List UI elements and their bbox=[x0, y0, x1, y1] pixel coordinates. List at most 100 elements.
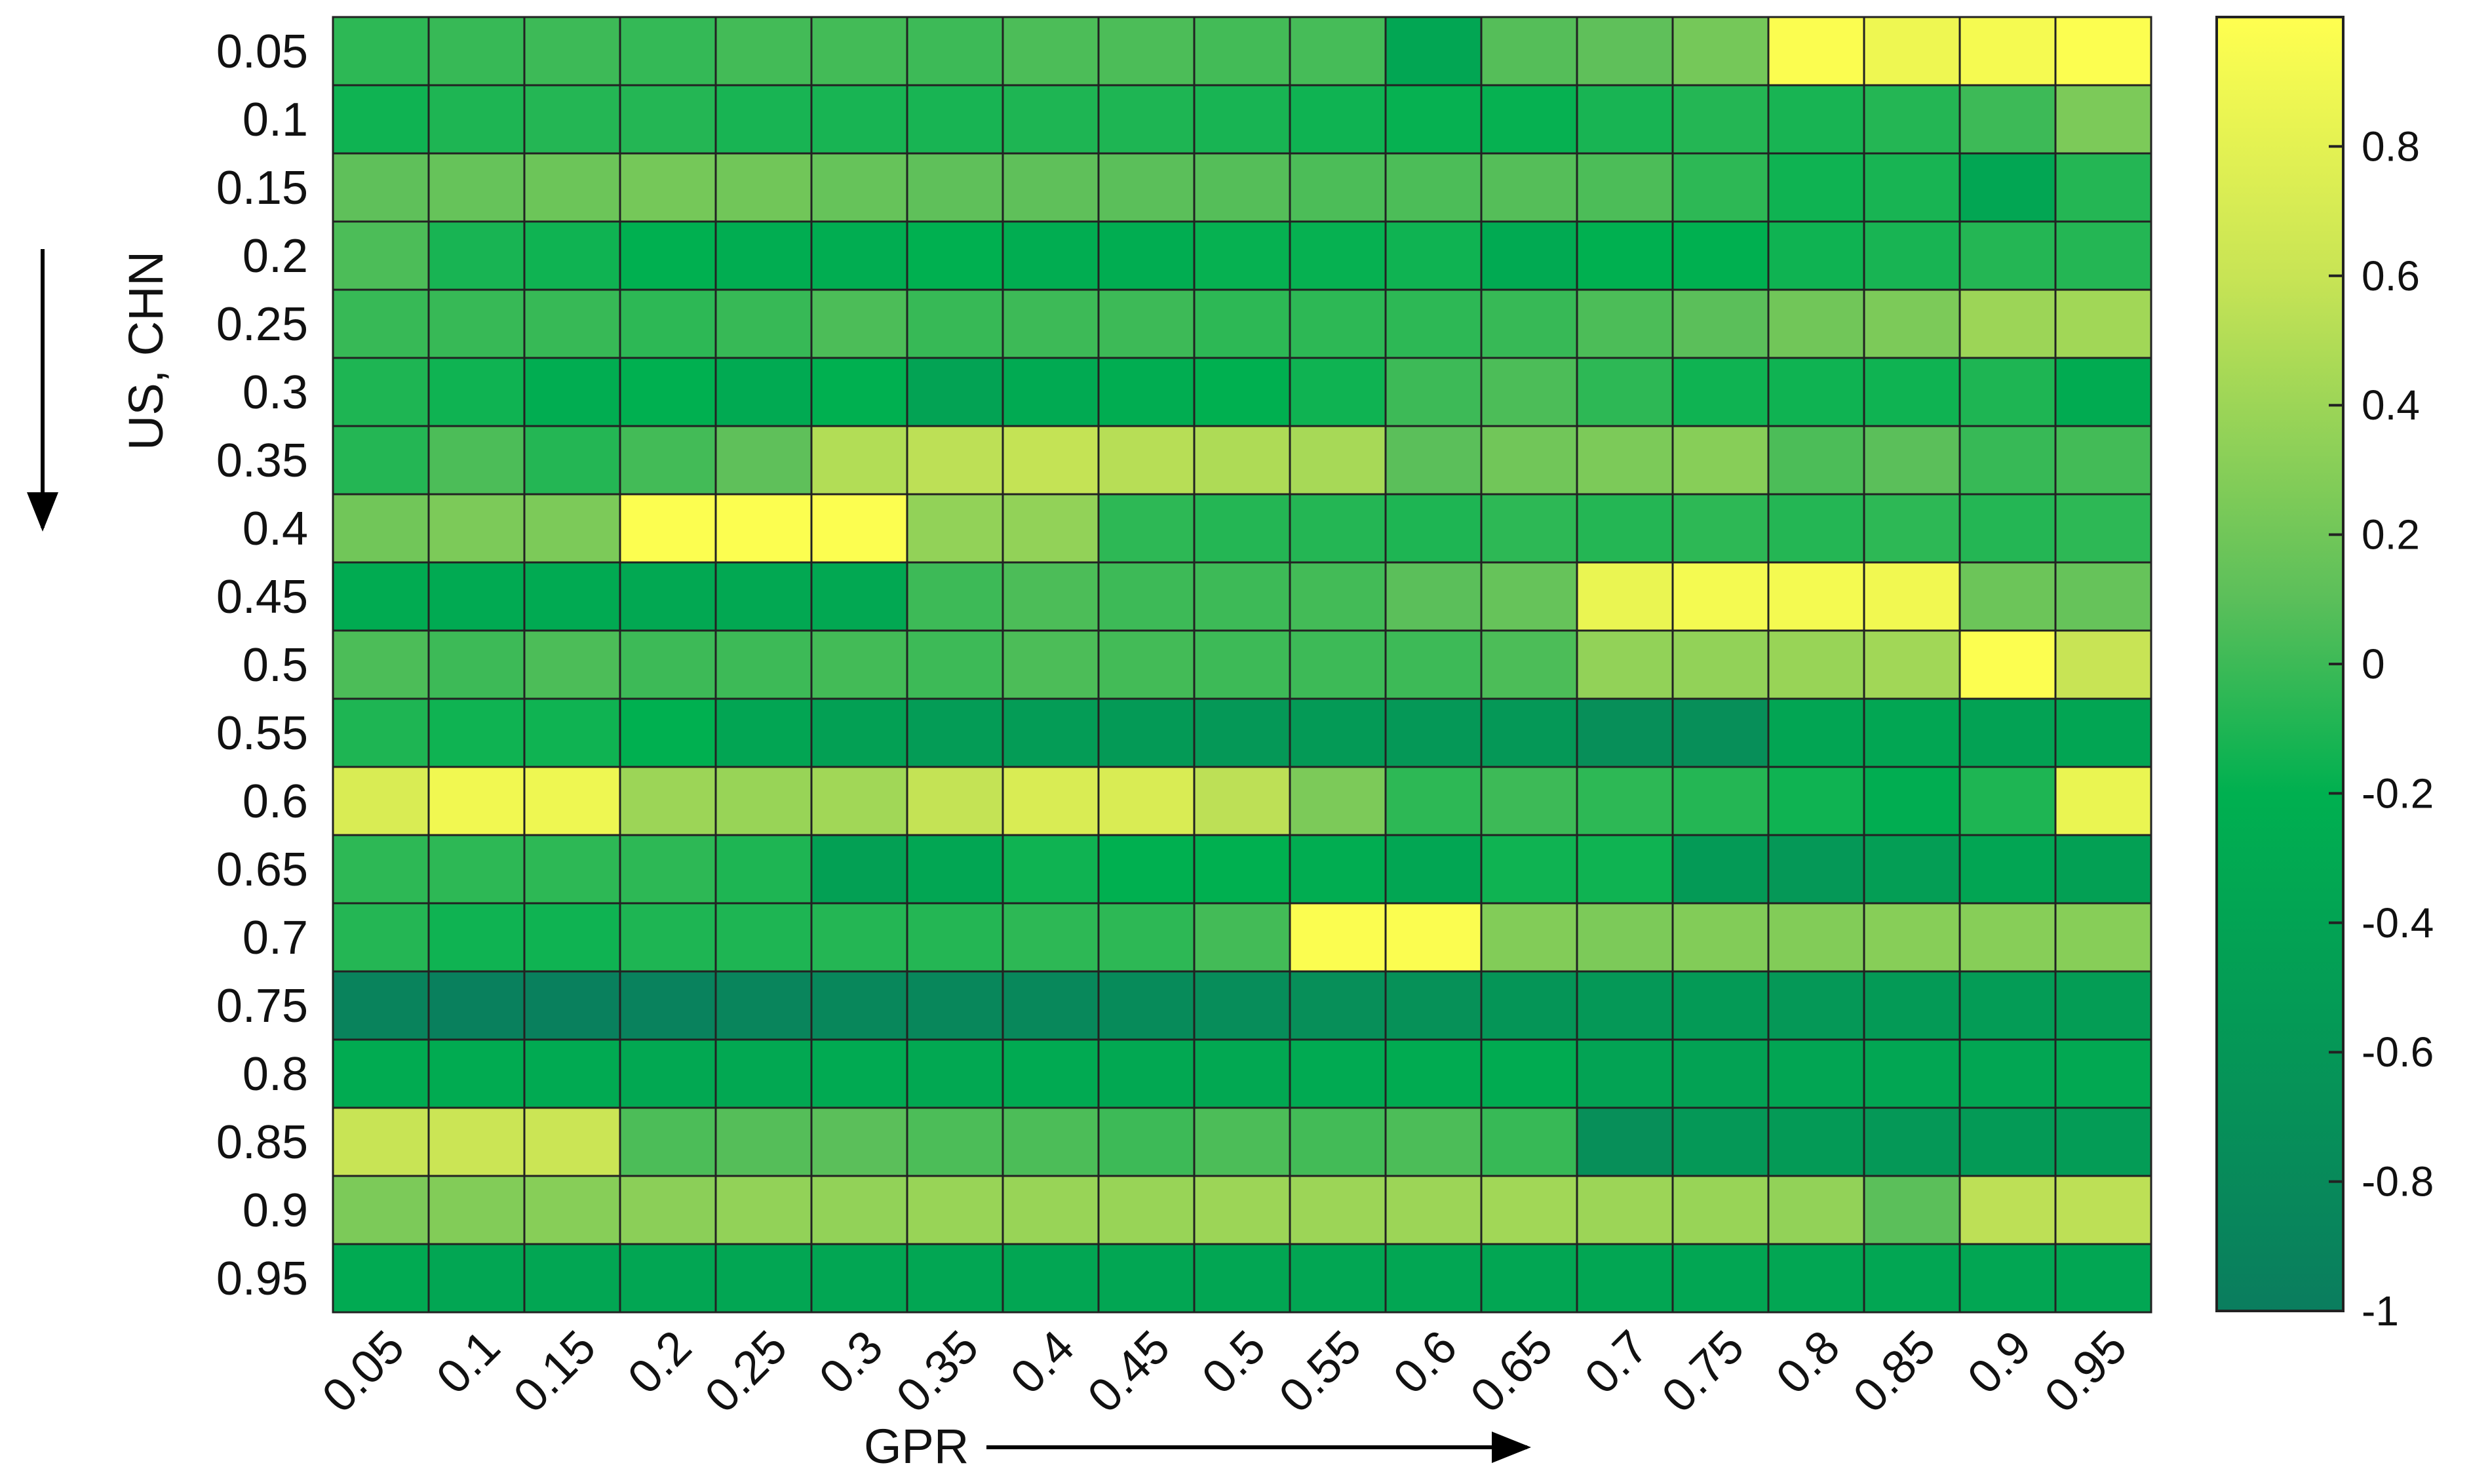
y-tick-label: 0.7 bbox=[243, 912, 308, 964]
heatmap-cell bbox=[1576, 1038, 1674, 1109]
heatmap-cell bbox=[906, 970, 1004, 1041]
heatmap-cell bbox=[1958, 766, 2057, 836]
heatmap-cell bbox=[906, 834, 1004, 905]
heatmap-cell bbox=[1384, 84, 1483, 155]
heatmap-cell bbox=[2054, 84, 2152, 155]
heatmap-cell bbox=[1097, 561, 1196, 632]
heatmap-cell bbox=[810, 493, 908, 564]
heatmap-cell bbox=[1193, 84, 1291, 155]
x-tick-label: 0.35 bbox=[887, 1321, 989, 1423]
heatmap-cell bbox=[2054, 152, 2152, 223]
heatmap-cell bbox=[1767, 16, 1865, 87]
heatmap-cell bbox=[332, 970, 430, 1041]
heatmap-cell bbox=[332, 1038, 430, 1109]
heatmap-cell bbox=[1863, 220, 1961, 291]
heatmap-cell bbox=[906, 288, 1004, 359]
heatmap-cell bbox=[714, 766, 813, 836]
heatmap-cell bbox=[1767, 220, 1865, 291]
heatmap-cell bbox=[810, 288, 908, 359]
heatmap-cell bbox=[1671, 1175, 1770, 1245]
heatmap-cell bbox=[1384, 629, 1483, 700]
x-tick-label: 0.65 bbox=[1461, 1321, 1563, 1423]
heatmap-cell bbox=[1863, 834, 1961, 905]
heatmap-cell bbox=[427, 425, 526, 496]
heatmap-cell bbox=[1958, 357, 2057, 427]
x-tick-label: 0.9 bbox=[1958, 1321, 2041, 1404]
heatmap-cell bbox=[523, 288, 621, 359]
heatmap-cell bbox=[1384, 697, 1483, 768]
heatmap-cell bbox=[1958, 697, 2057, 768]
heatmap-cell bbox=[714, 84, 813, 155]
heatmap-cell bbox=[1863, 16, 1961, 87]
y-tick-label: 0.3 bbox=[243, 366, 308, 419]
heatmap-cell bbox=[1863, 766, 1961, 836]
heatmap-cell bbox=[906, 697, 1004, 768]
y-tick-label: 0.15 bbox=[216, 162, 308, 214]
heatmap-cell bbox=[810, 220, 908, 291]
heatmap-cell bbox=[1863, 493, 1961, 564]
heatmap-cell bbox=[1097, 902, 1196, 973]
heatmap-cell bbox=[2054, 970, 2152, 1041]
heatmap-cell bbox=[1097, 766, 1196, 836]
heatmap-cell bbox=[1384, 16, 1483, 87]
y-tick-label: 0.1 bbox=[243, 94, 308, 146]
heatmap-cell bbox=[1193, 16, 1291, 87]
heatmap-cell bbox=[1002, 288, 1100, 359]
heatmap-cell bbox=[810, 834, 908, 905]
heatmap-cell bbox=[1958, 1106, 2057, 1177]
heatmap-cell bbox=[810, 902, 908, 973]
heatmap-cell bbox=[2054, 425, 2152, 496]
heatmap-cell bbox=[906, 425, 1004, 496]
heatmap-cell bbox=[332, 834, 430, 905]
heatmap-cell bbox=[1289, 493, 1387, 564]
heatmap-cell bbox=[523, 1243, 621, 1314]
heatmap-cell bbox=[2054, 16, 2152, 87]
x-tick-label: 0.4 bbox=[1001, 1321, 1084, 1404]
y-tick-label: 0.55 bbox=[216, 707, 308, 760]
heatmap-cell bbox=[1863, 288, 1961, 359]
heatmap-cell bbox=[427, 1106, 526, 1177]
heatmap-cell bbox=[1384, 1175, 1483, 1245]
heatmap-cell bbox=[1767, 493, 1865, 564]
heatmap-cell bbox=[1576, 1243, 1674, 1314]
heatmap-cell bbox=[1002, 16, 1100, 87]
heatmap-cell bbox=[1671, 697, 1770, 768]
heatmap-cell bbox=[1193, 1243, 1291, 1314]
y-tick-label: 0.6 bbox=[243, 775, 308, 828]
heatmap-cell bbox=[1384, 766, 1483, 836]
x-axis-label: GPR bbox=[864, 1419, 969, 1474]
heatmap-cell bbox=[810, 1106, 908, 1177]
heatmap-cell bbox=[523, 220, 621, 291]
colorbar-tick-label: 0.2 bbox=[2362, 511, 2420, 558]
heatmap-cell bbox=[1480, 220, 1578, 291]
heatmap-cell bbox=[1576, 1175, 1674, 1245]
heatmap-cell bbox=[714, 288, 813, 359]
heatmap-cell bbox=[427, 1038, 526, 1109]
heatmap-cell bbox=[427, 629, 526, 700]
colorbar-tick-label: -0.8 bbox=[2362, 1158, 2434, 1205]
heatmap-cell bbox=[1384, 1038, 1483, 1109]
heatmap-cell bbox=[1002, 1106, 1100, 1177]
heatmap-cell bbox=[523, 629, 621, 700]
heatmap-cell bbox=[332, 1243, 430, 1314]
heatmap-cell bbox=[2054, 357, 2152, 427]
heatmap-cell bbox=[1480, 288, 1578, 359]
heatmap-cell bbox=[1480, 1038, 1578, 1109]
heatmap-cell bbox=[1958, 152, 2057, 223]
heatmap-cell bbox=[1863, 1106, 1961, 1177]
colorbar-tick-label: 0.8 bbox=[2362, 123, 2420, 170]
x-tick-label: 0.8 bbox=[1766, 1321, 1850, 1404]
heatmap-cell bbox=[1097, 220, 1196, 291]
heatmap-cell bbox=[1480, 357, 1578, 427]
heatmap-cell bbox=[714, 561, 813, 632]
heatmap-cell bbox=[523, 561, 621, 632]
heatmap-cell bbox=[1576, 561, 1674, 632]
heatmap-cell bbox=[1193, 288, 1291, 359]
heatmap-cell bbox=[1767, 425, 1865, 496]
y-tick-label: 0.5 bbox=[243, 639, 308, 692]
heatmap-cell bbox=[2054, 220, 2152, 291]
heatmap-cell bbox=[1958, 902, 2057, 973]
heatmap-cell bbox=[1863, 970, 1961, 1041]
heatmap-cell bbox=[906, 84, 1004, 155]
heatmap-cell bbox=[1576, 697, 1674, 768]
